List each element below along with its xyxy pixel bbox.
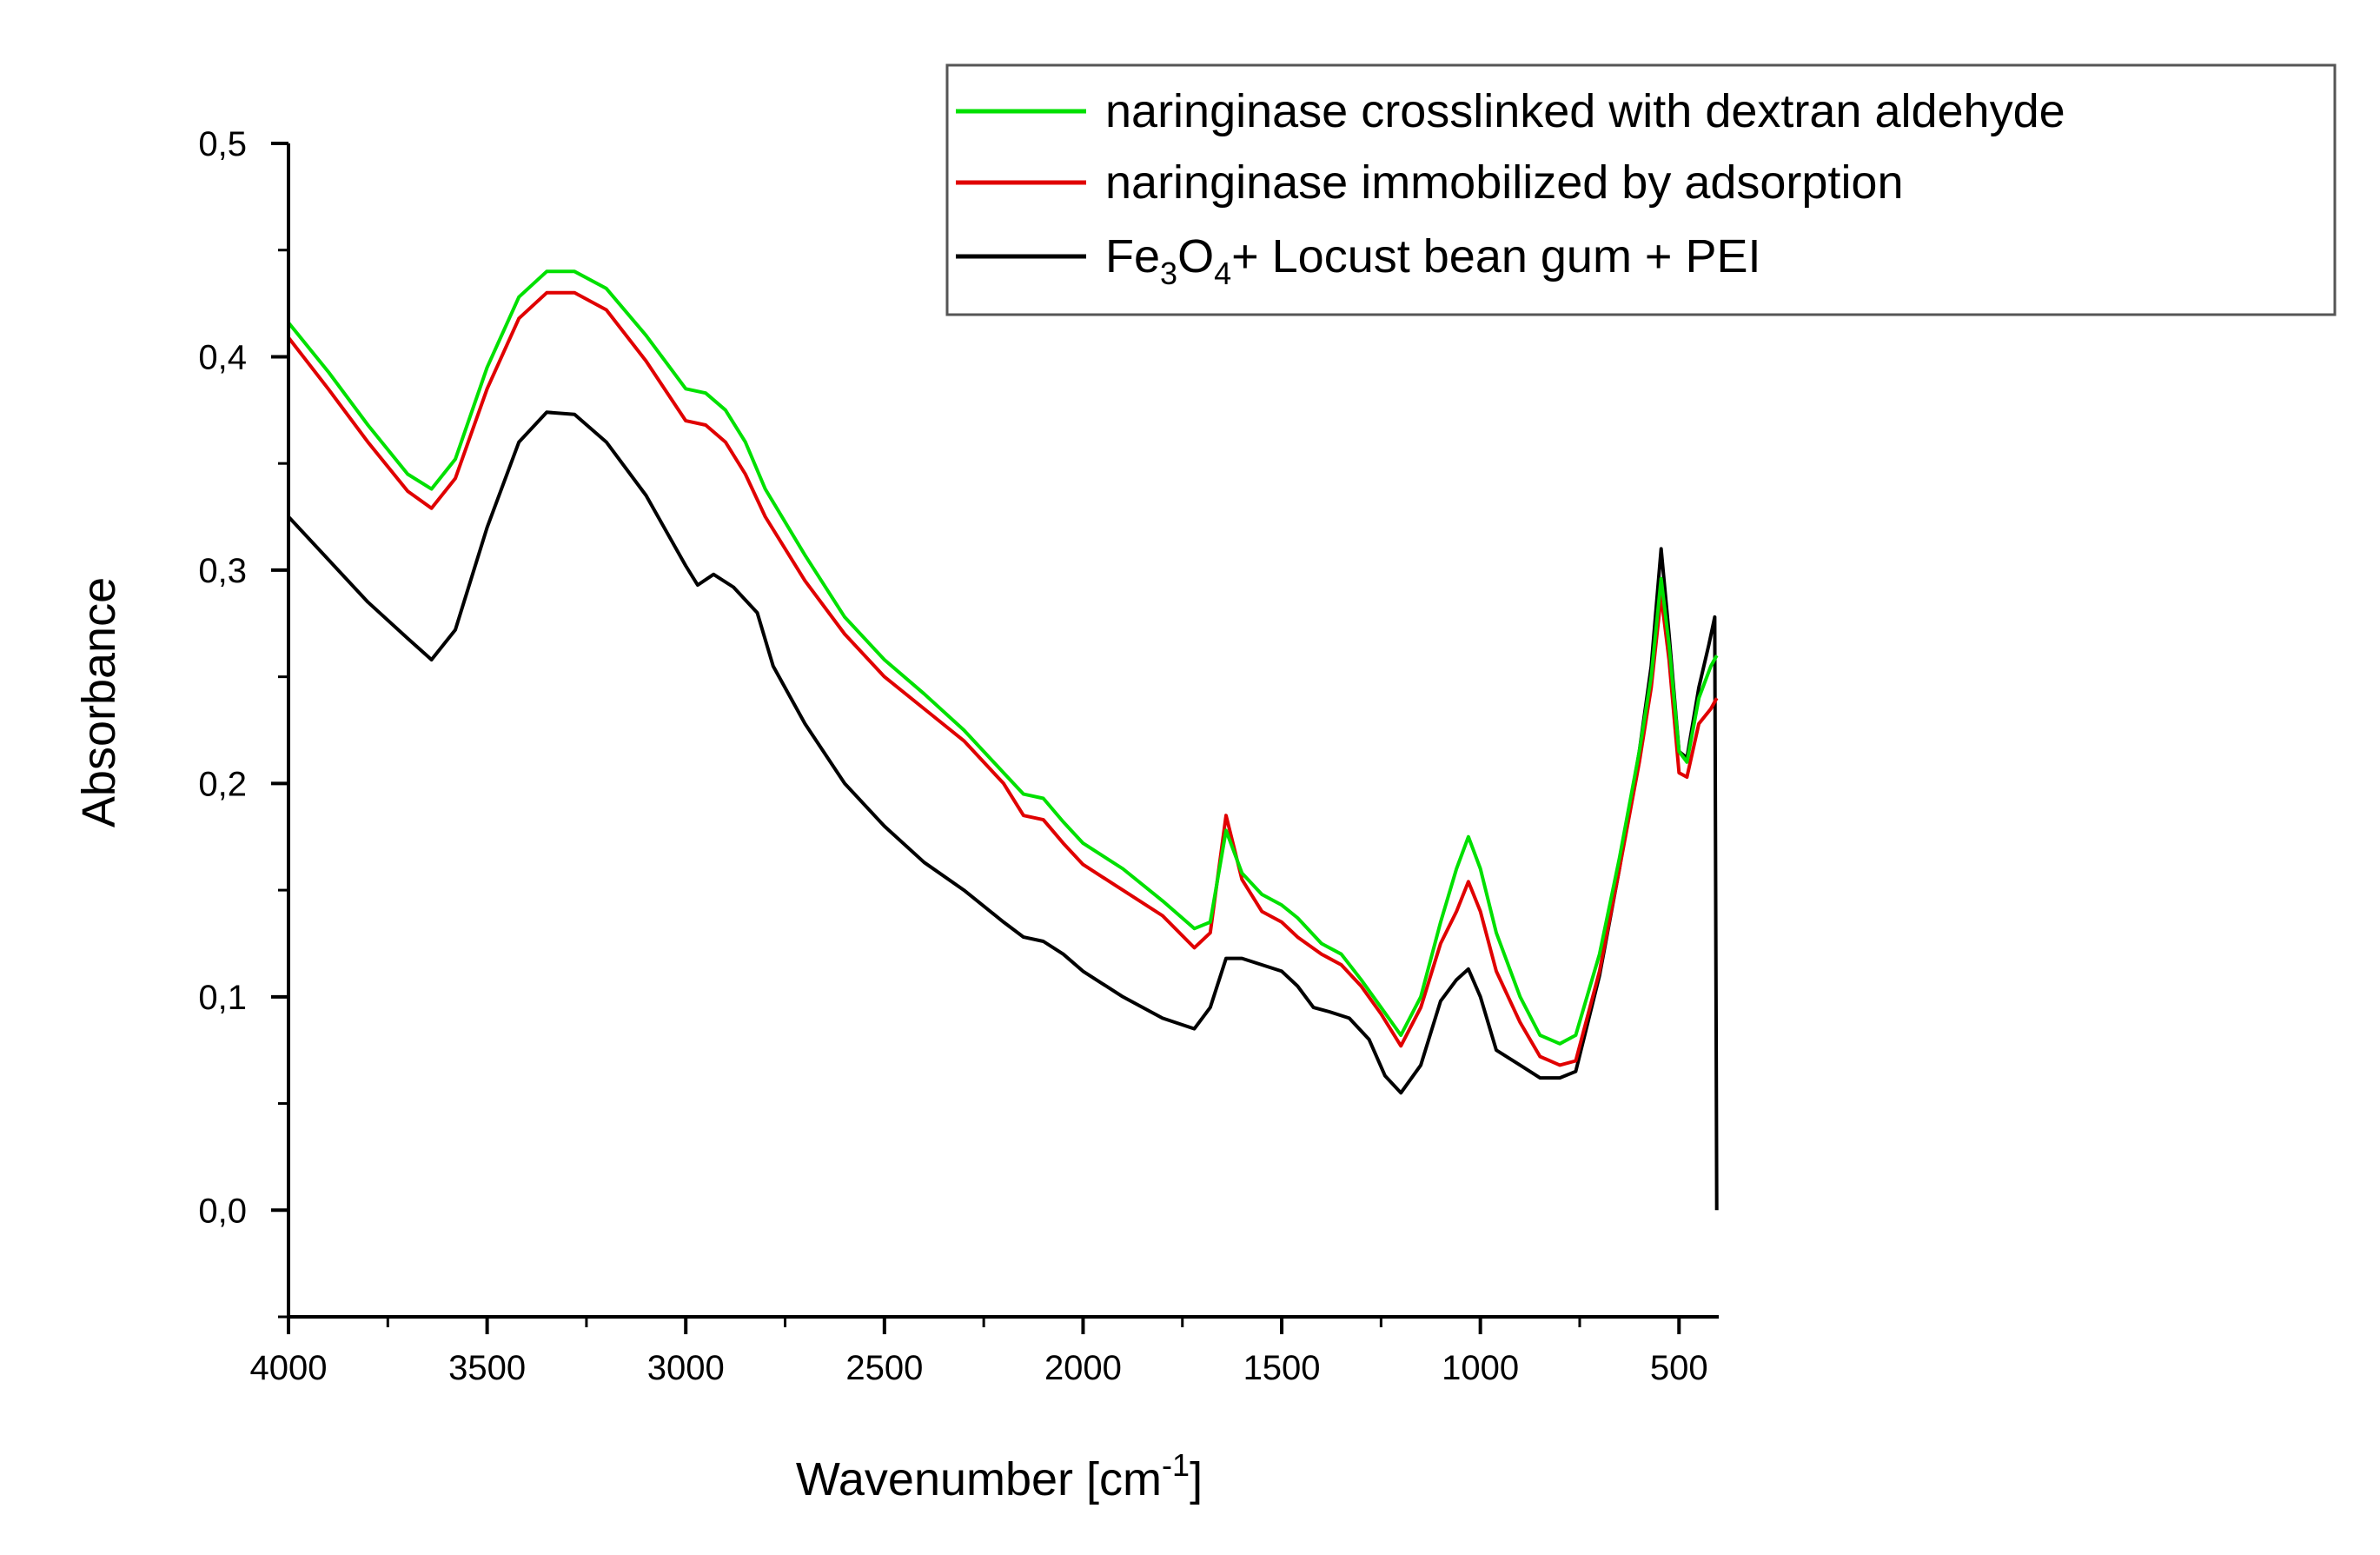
y-tick-label: 0,0 (198, 1192, 247, 1230)
y-tick-label: 0,1 (198, 979, 247, 1017)
x-tick-label: 3500 (448, 1349, 526, 1387)
plot-lines (287, 269, 1719, 1211)
x-tick-label: 4000 (250, 1349, 328, 1387)
legend: naringinase crosslinked with dextran ald… (945, 63, 2337, 316)
x-tick-label: 500 (1650, 1349, 1708, 1387)
legend-box (945, 63, 2337, 316)
x-tick-label: 3000 (647, 1349, 725, 1387)
legend-label-fe3o4: Fe3O4+ Locust bean gum + PEI (1105, 230, 1761, 291)
x-tick-label: 1000 (1442, 1349, 1519, 1387)
series-line-crosslinked (287, 269, 1719, 1046)
y-tick-label: 0,3 (198, 552, 247, 590)
y-axis-title: Absorbance (73, 577, 125, 827)
legend-label-adsorption: naringinase immobilized by adsorption (1105, 156, 1904, 209)
x-axis-title: Wavenumber [cm-1] (796, 1447, 1203, 1505)
x-tick-label: 1500 (1243, 1349, 1321, 1387)
y-ticks: 0,0 0,1 0,2 0,3 0,4 0,5 (198, 125, 288, 1319)
x-tick-label: 2500 (845, 1349, 923, 1387)
x-tick-label: 2000 (1044, 1349, 1122, 1387)
x-ticks: 4000 3500 3000 2500 2000 1500 1000 500 (250, 1317, 1708, 1387)
legend-label-crosslinked: naringinase crosslinked with dextran ald… (1105, 85, 2065, 137)
y-tick-label: 0,5 (198, 125, 247, 163)
y-tick-label: 0,4 (198, 338, 247, 376)
y-tick-label: 0,2 (198, 765, 247, 803)
